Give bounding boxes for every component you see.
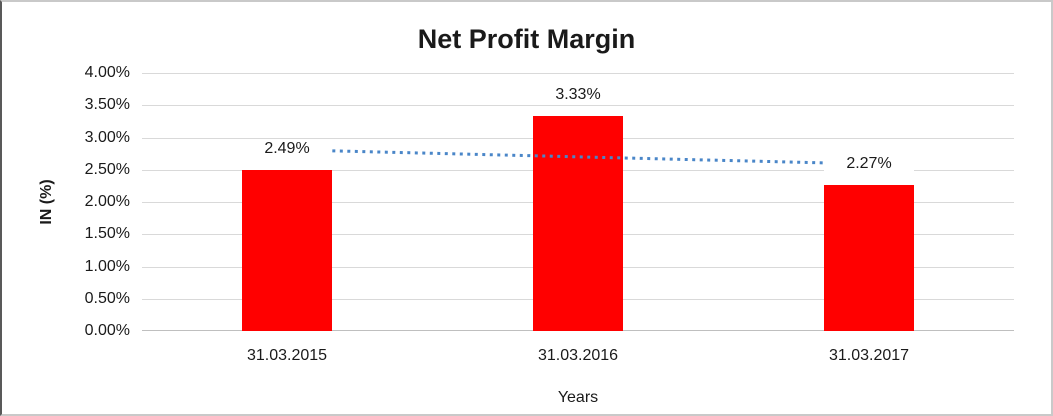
gridline xyxy=(142,105,1014,106)
plot-area: 2.49% 3.33% 2.27% xyxy=(142,73,1014,331)
trendline xyxy=(287,148,869,166)
x-axis-title: Years xyxy=(557,389,599,406)
y-tick-label: 2.00% xyxy=(84,193,130,210)
y-tick-label: 4.00% xyxy=(84,64,130,81)
chart-title: Net Profit Margin xyxy=(417,24,636,54)
y-tick-label: 3.00% xyxy=(84,129,130,146)
bar-data-label: 3.33% xyxy=(533,86,623,104)
x-tick-label: 31.03.2016 xyxy=(537,347,619,364)
y-tick-label: 1.50% xyxy=(84,225,130,242)
y-tick-label: 0.50% xyxy=(84,290,130,307)
x-tick-label: 31.03.2015 xyxy=(246,347,328,364)
bar-31.03.2016 xyxy=(533,116,623,331)
x-tick-label: 31.03.2017 xyxy=(828,347,910,364)
bar-data-label: 2.27% xyxy=(824,155,914,173)
bar-31.03.2017 xyxy=(824,185,914,331)
y-tick-label: 2.50% xyxy=(84,161,130,178)
bar-data-label: 2.49% xyxy=(242,140,332,158)
bar-31.03.2015 xyxy=(242,170,332,331)
gridline xyxy=(142,73,1014,74)
y-tick-label: 0.00% xyxy=(84,322,130,339)
y-tick-label: 3.50% xyxy=(84,96,130,113)
y-tick-label: 1.00% xyxy=(84,258,130,275)
